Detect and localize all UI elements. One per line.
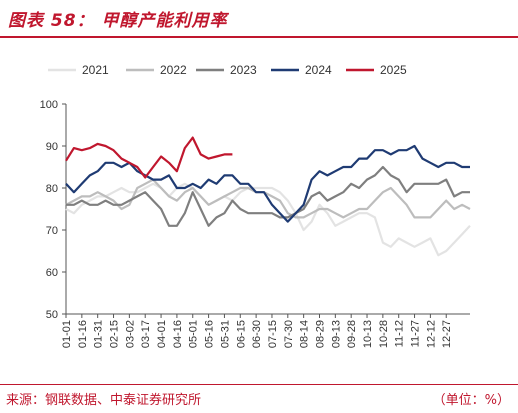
- source-note: 来源：钢联数据、中泰证券研究所: [6, 393, 202, 408]
- x-tick-label: 11-27: [410, 320, 422, 347]
- series-line-2022: [65, 178, 471, 219]
- title-divider: [0, 36, 518, 38]
- x-tick-label: 05-31: [219, 320, 231, 348]
- x-tick-label: 06-30: [251, 320, 263, 348]
- chart-series: [65, 136, 471, 257]
- legend-label-2023: 2023: [230, 63, 257, 77]
- line-chart: 2021 2022 2023 2024 2025 50 60 70 80 90 100 01-01 0…: [40, 63, 471, 348]
- x-tick-label: 12-27: [441, 320, 453, 348]
- legend-label-2021: 2021: [82, 63, 109, 77]
- x-tick-label: 09-28: [346, 320, 358, 348]
- x-tick-label: 09-13: [330, 320, 342, 348]
- x-tick-label: 03-02: [124, 320, 136, 348]
- x-tick-label: 05-16: [204, 320, 216, 348]
- x-tick-label: 06-15: [235, 320, 247, 348]
- legend-label-2024: 2024: [305, 63, 332, 77]
- x-tick-label: 05-01: [188, 320, 200, 348]
- series-line-2025: [65, 136, 233, 179]
- series-line-2021: [65, 182, 471, 257]
- x-tick-label: 04-16: [172, 320, 184, 348]
- y-tick-label: 70: [46, 225, 58, 237]
- x-tick-label: 02-15: [109, 320, 121, 348]
- x-tick-label: 10-13: [362, 320, 374, 348]
- series-line-2024: [65, 144, 470, 223]
- chart-title: 图表 58： 甲醇产能利用率: [8, 11, 228, 31]
- y-tick-label: 60: [46, 267, 58, 279]
- chart-legend: 2021 2022 2023 2024 2025: [48, 63, 407, 77]
- x-tick-label: 11-12: [394, 320, 406, 347]
- y-tick-label: 90: [46, 141, 58, 153]
- footer-divider: [0, 384, 518, 385]
- legend-label-2022: 2022: [160, 63, 187, 77]
- x-tick-label: 07-15: [267, 320, 279, 348]
- x-tick-label: 04-01: [156, 320, 168, 348]
- x-tick-label: 01-01: [61, 320, 73, 348]
- x-tick-label: 01-16: [77, 320, 89, 348]
- series-line-2023: [66, 165, 470, 227]
- x-tick-label: 08-14: [299, 320, 311, 348]
- x-tick-label: 03-17: [140, 320, 152, 348]
- x-tick-label: 01-31: [93, 320, 105, 348]
- x-tick-label: 12-12: [425, 320, 437, 348]
- y-tick-label: 100: [40, 99, 58, 111]
- x-tick-label: 10-28: [378, 320, 390, 348]
- y-tick-label: 50: [46, 309, 58, 321]
- unit-note: （单位：%）: [432, 393, 510, 408]
- legend-label-2025: 2025: [380, 63, 407, 77]
- x-tick-label: 07-30: [283, 320, 295, 348]
- x-tick-label: 08-29: [314, 320, 326, 348]
- chart-axes: 50 60 70 80 90 100 01-01 01-16 01-31 02-15 03-02 03…: [40, 99, 470, 348]
- y-tick-label: 80: [46, 183, 58, 195]
